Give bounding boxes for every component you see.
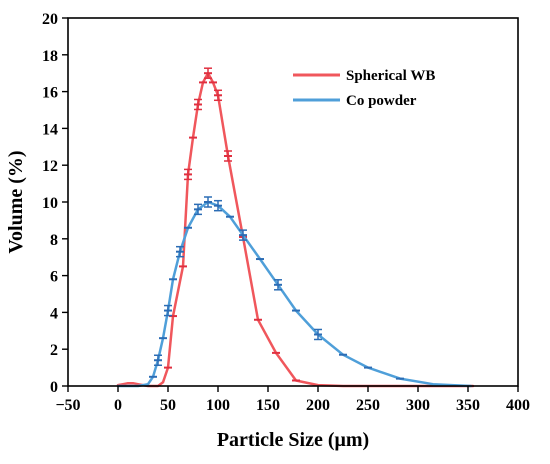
x-tick-label: −50 [55,397,80,414]
y-tick-label: 18 [42,48,58,65]
x-axis-title: Particle Size (μm) [217,429,369,451]
x-tick-label: 200 [306,397,330,414]
x-tick-label: 0 [114,397,122,414]
legend-label-co-powder: Co powder [346,93,417,109]
error-bar-spherical-wb [184,168,192,181]
error-bar-spherical-wb [214,89,222,102]
x-tick-label: 350 [456,397,480,414]
legend: Spherical WB Co powder [293,68,435,109]
legend-label-spherical-wb: Spherical WB [346,68,435,84]
error-bar-co-powder [176,245,184,258]
error-bar-spherical-wb [194,98,202,111]
error-bar-co-powder [314,328,322,341]
y-tick-label: 20 [42,11,58,28]
y-tick-label: 0 [50,379,58,396]
y-tick-label: 2 [50,342,58,359]
y-tick-label: 16 [42,85,58,102]
error-bar-co-powder [194,203,202,216]
error-bar-co-powder [204,196,212,208]
y-tick-label: 12 [42,158,58,175]
error-bar-co-powder [164,304,172,317]
series-line-co-powder [116,200,473,388]
plot-area [116,67,475,388]
y-tick-label: 14 [42,121,58,138]
x-tick-label: 250 [356,397,380,414]
y-tick-label: 6 [50,269,58,286]
error-bar-co-powder [154,354,162,366]
y-tick-label: 10 [42,195,58,212]
y-axis-title: Volume (%) [5,150,27,253]
y-tick-label: 8 [50,232,58,249]
error-bar-spherical-wb [204,67,212,79]
axes: −50 0 50 100 150 200 250 300 350 4000246810121416… [42,11,530,414]
error-bar-co-powder [214,199,222,212]
error-bar-spherical-wb [224,150,232,162]
error-bar-co-powder [274,279,282,291]
x-tick-label: 50 [160,397,176,414]
x-tick-label: 150 [256,397,280,414]
plot-frame [67,17,519,387]
y-tick-label: 4 [50,305,58,322]
error-bar-co-powder [239,229,247,241]
x-tick-label: 400 [506,397,530,414]
x-tick-label: 100 [206,397,230,414]
series-line-spherical-wb [116,71,475,388]
x-tick-label: 300 [406,397,430,414]
